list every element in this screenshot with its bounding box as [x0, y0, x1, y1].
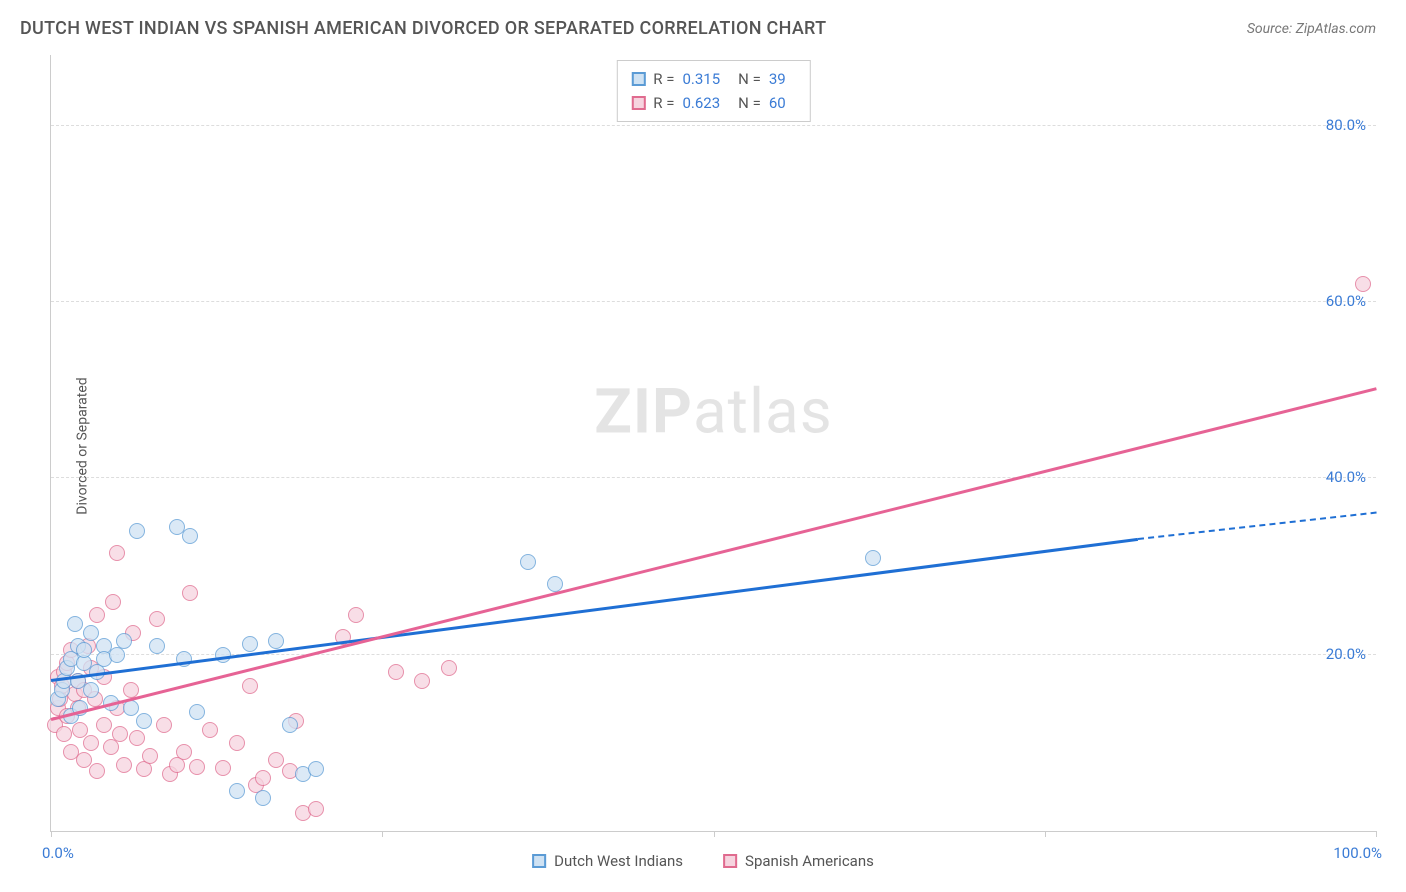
gridline [51, 477, 1376, 478]
data-point [441, 660, 457, 676]
data-point [242, 636, 258, 652]
data-point [105, 594, 121, 610]
data-point [176, 744, 192, 760]
data-point [116, 633, 132, 649]
gridline [51, 301, 1376, 302]
data-point [136, 713, 152, 729]
data-point [83, 682, 99, 698]
data-point [348, 607, 364, 623]
x-tick-min: 0.0% [42, 844, 74, 862]
legend-item-dutch: Dutch West Indians [532, 852, 683, 870]
regression-line [51, 538, 1138, 682]
y-tick-label: 60.0% [1326, 292, 1366, 310]
data-point [255, 790, 271, 806]
data-point [189, 704, 205, 720]
legend-row-dutch: R = 0.315 N = 39 [631, 67, 795, 91]
chart-header: DUTCH WEST INDIAN VS SPANISH AMERICAN DI… [0, 0, 1406, 47]
legend-item-spanish: Spanish Americans [723, 852, 874, 870]
data-point [149, 611, 165, 627]
data-point [215, 760, 231, 776]
data-point [229, 783, 245, 799]
data-point [83, 735, 99, 751]
regression-line [1137, 512, 1376, 540]
data-point [388, 664, 404, 680]
regression-line [51, 388, 1377, 721]
data-point [96, 717, 112, 733]
data-point [156, 717, 172, 733]
data-point [142, 748, 158, 764]
series-legend: Dutch West Indians Spanish Americans [532, 852, 874, 870]
x-tick [51, 831, 52, 837]
data-point [182, 585, 198, 601]
data-point [112, 726, 128, 742]
data-point [83, 625, 99, 641]
gridline [51, 125, 1376, 126]
data-point [268, 633, 284, 649]
data-point [149, 638, 165, 654]
data-point [282, 717, 298, 733]
data-point [865, 550, 881, 566]
watermark: ZIPatlas [594, 375, 833, 448]
x-tick [1045, 831, 1046, 837]
data-point [103, 739, 119, 755]
correlation-legend: R = 0.315 N = 39 R = 0.623 N = 60 [616, 60, 810, 122]
x-tick [382, 831, 383, 837]
data-point [520, 554, 536, 570]
data-point [116, 757, 132, 773]
y-tick-label: 80.0% [1326, 116, 1366, 134]
x-tick [714, 831, 715, 837]
chart-source: Source: ZipAtlas.com [1247, 21, 1376, 37]
data-point [189, 759, 205, 775]
data-point [67, 616, 83, 632]
data-point [308, 761, 324, 777]
data-point [215, 647, 231, 663]
legend-swatch-spanish [631, 96, 645, 110]
chart-title: DUTCH WEST INDIAN VS SPANISH AMERICAN DI… [20, 18, 826, 39]
legend-row-spanish: R = 0.623 N = 60 [631, 91, 795, 115]
y-tick-label: 40.0% [1326, 468, 1366, 486]
data-point [109, 545, 125, 561]
data-point [242, 678, 258, 694]
x-tick-max: 100.0% [1333, 844, 1382, 862]
data-point [1355, 276, 1371, 292]
data-point [414, 673, 430, 689]
x-tick [1376, 831, 1377, 837]
data-point [129, 730, 145, 746]
data-point [76, 642, 92, 658]
data-point [89, 607, 105, 623]
legend-swatch-icon [532, 854, 546, 868]
y-tick-label: 20.0% [1326, 645, 1366, 663]
plot-area: ZIPatlas R = 0.315 N = 39 R = 0.623 N = … [50, 55, 1376, 832]
legend-swatch-icon [723, 854, 737, 868]
data-point [308, 801, 324, 817]
data-point [182, 528, 198, 544]
data-point [56, 726, 72, 742]
legend-swatch-dutch [631, 72, 645, 86]
data-point [202, 722, 218, 738]
data-point [89, 763, 105, 779]
data-point [229, 735, 245, 751]
data-point [129, 523, 145, 539]
data-point [255, 770, 271, 786]
